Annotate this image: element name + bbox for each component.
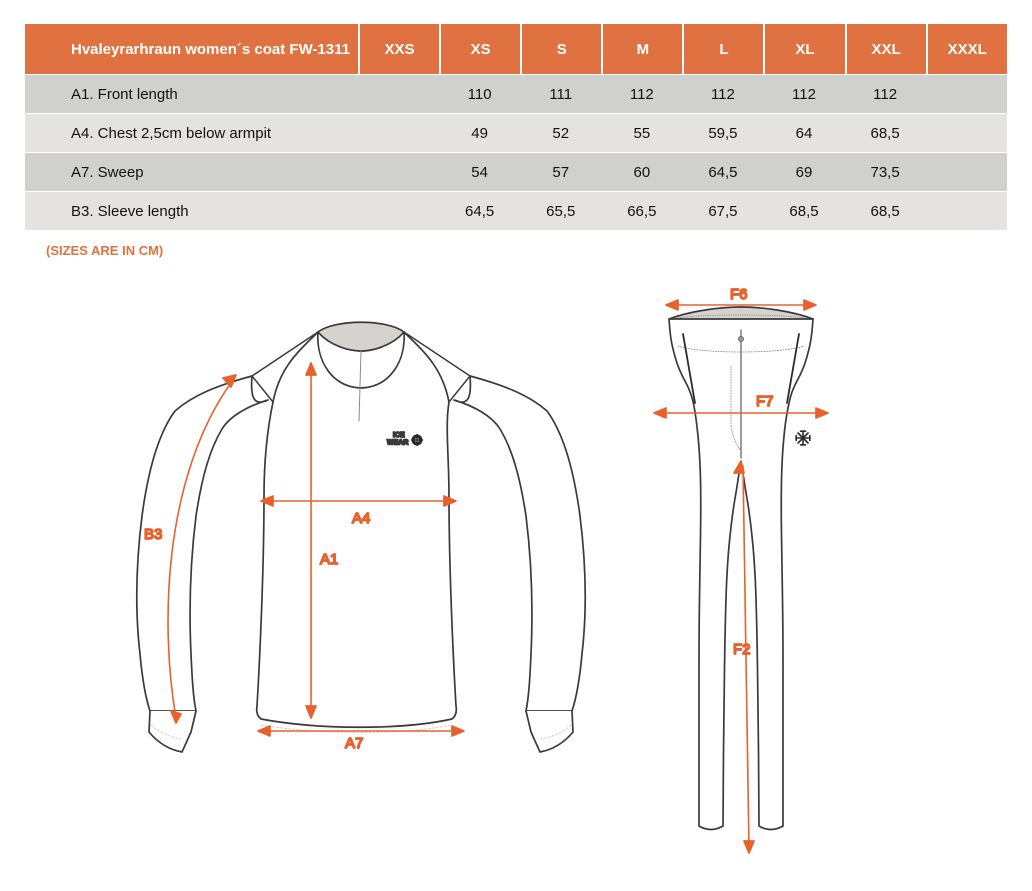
svg-text:WEAR: WEAR — [387, 440, 408, 447]
svg-text:B3: B3 — [144, 526, 162, 543]
svg-text:A4: A4 — [352, 510, 370, 527]
svg-text:F6: F6 — [730, 286, 748, 303]
svg-text:A7: A7 — [345, 735, 363, 752]
svg-text:ICE: ICE — [393, 432, 405, 439]
svg-text:A1: A1 — [320, 551, 338, 568]
svg-text:F7: F7 — [756, 393, 774, 410]
svg-text:F2: F2 — [733, 641, 751, 658]
